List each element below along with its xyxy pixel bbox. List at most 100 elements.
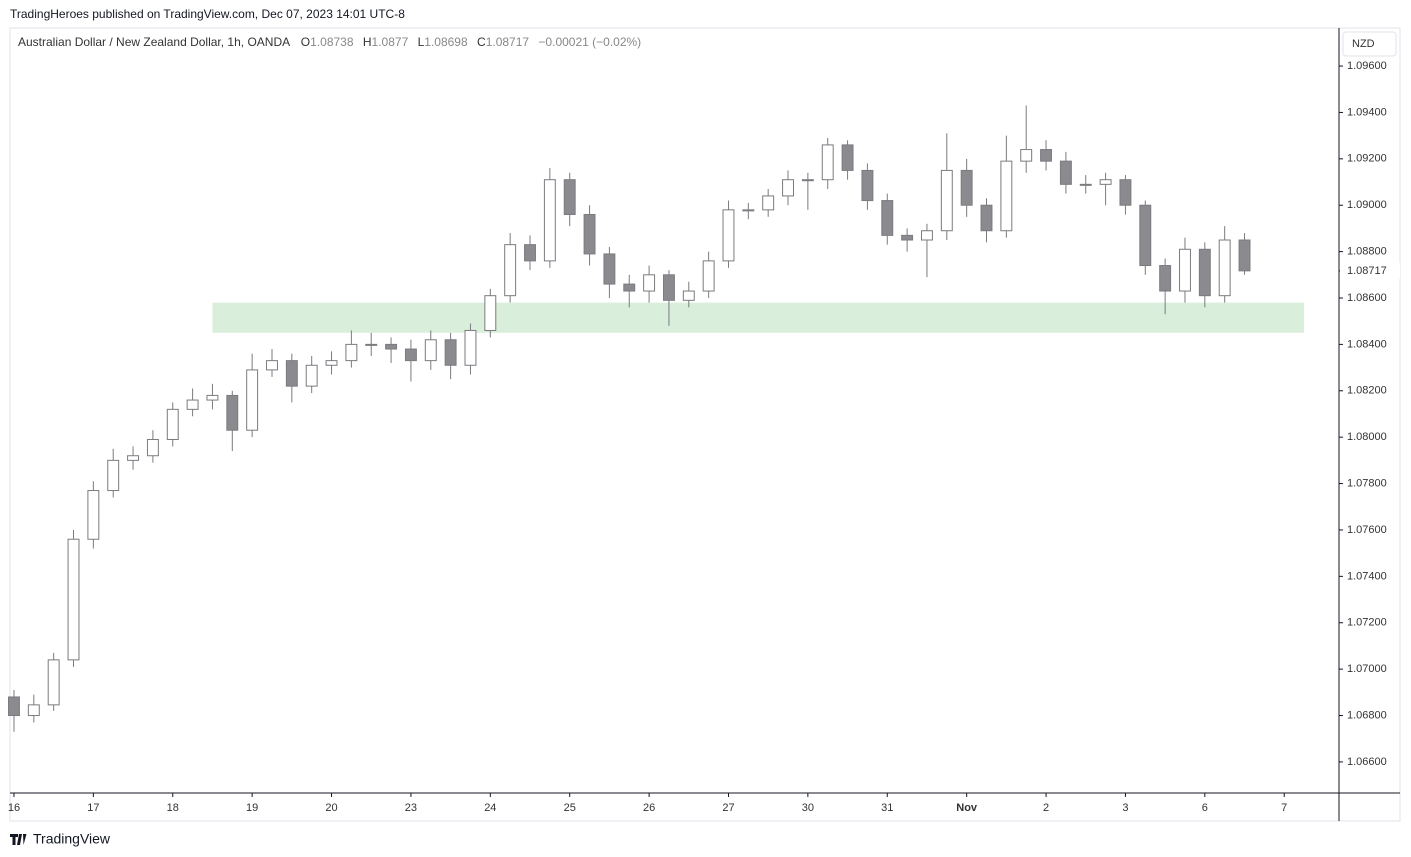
y-tick-label: 1.06800 <box>1347 709 1387 721</box>
y-tick-label: 1.07200 <box>1347 617 1387 629</box>
y-tick-label: 1.07000 <box>1347 663 1387 675</box>
candle-body <box>881 200 894 236</box>
x-tick-label: 23 <box>405 802 417 814</box>
candle-body <box>246 369 259 431</box>
candle-body <box>365 343 378 346</box>
candle-body <box>623 283 636 292</box>
candle-body <box>603 253 616 285</box>
last-price-box <box>1340 262 1400 279</box>
tradingview-logo: TradingView <box>10 831 111 847</box>
x-tick-label: 16 <box>8 802 20 814</box>
candle-body <box>563 179 576 215</box>
x-tick-label: 24 <box>484 802 496 814</box>
candle-body <box>186 399 199 410</box>
candle-body <box>543 179 556 262</box>
support-zone <box>212 302 1305 333</box>
candle-body <box>8 696 20 717</box>
y-tick-label: 1.07800 <box>1347 477 1387 489</box>
legend-c-value: 1.08717 <box>486 35 530 49</box>
y-tick-label: 1.09000 <box>1347 199 1387 211</box>
logo-mark <box>10 834 27 845</box>
candle-body <box>1179 248 1191 292</box>
candle-body <box>1059 160 1072 185</box>
x-tick-label: 6 <box>1202 802 1208 814</box>
candle-body <box>146 438 159 457</box>
candle-body <box>960 169 973 206</box>
candle-body <box>762 195 775 211</box>
candle-body <box>782 179 794 197</box>
candle-body <box>285 360 298 387</box>
x-tick-label: 27 <box>722 802 734 814</box>
currency[interactable]: NZD <box>1352 38 1375 50</box>
candle-body <box>404 348 417 362</box>
y-tick-label: 1.08800 <box>1347 246 1387 258</box>
candle-body <box>107 459 120 492</box>
y-tick-label: 1.07400 <box>1347 570 1387 582</box>
legend-h-value: 1.0877 <box>372 35 409 49</box>
candle-body <box>47 659 60 706</box>
y-tick-label: 1.09600 <box>1347 60 1387 72</box>
candle-body <box>722 209 735 262</box>
x-tick-label: 2 <box>1043 802 1049 814</box>
candle-body <box>801 179 814 182</box>
x-tick-label: 20 <box>325 802 337 814</box>
candle-body <box>504 244 517 297</box>
y-tick-label: 1.06600 <box>1347 756 1387 768</box>
x-tick-label: 17 <box>87 802 99 814</box>
candle-body <box>821 144 834 181</box>
y-tick-label: 1.08600 <box>1347 292 1387 304</box>
candle-body <box>87 490 100 540</box>
x-tick-label: 7 <box>1281 802 1287 814</box>
candle-body <box>305 364 318 387</box>
candle-body <box>1099 179 1112 185</box>
candle-body <box>1139 204 1152 267</box>
legend-change: −0.00021 (−0.02%) <box>538 35 641 49</box>
y-tick-label: 1.07600 <box>1347 524 1387 536</box>
legend-l-value: 1.08698 <box>424 35 468 49</box>
candle-body <box>1000 160 1013 232</box>
candle-body <box>980 204 993 232</box>
candle-body <box>1119 179 1132 206</box>
x-tick-label: 18 <box>167 802 179 814</box>
x-tick-label: 30 <box>802 802 814 814</box>
candle-body <box>444 339 457 366</box>
candle-body <box>524 244 536 262</box>
candle-body <box>1079 183 1092 186</box>
last-price-label: 1.08717 <box>1347 265 1387 277</box>
x-tick-label: 19 <box>246 802 258 814</box>
x-tick-label: Nov <box>956 802 978 814</box>
candle-body <box>1238 239 1251 272</box>
candle-body <box>1218 239 1231 297</box>
brand: TradingView <box>33 831 111 847</box>
candle-body <box>1020 149 1033 162</box>
candle-body <box>841 144 854 171</box>
legend-o-value: 1.08738 <box>310 35 354 49</box>
candle-body <box>166 408 179 440</box>
plot <box>8 105 1305 732</box>
y-tick-label: 1.08200 <box>1347 385 1387 397</box>
x-tick-label: 31 <box>881 802 893 814</box>
candle-body <box>424 339 437 362</box>
x-tick-label: 26 <box>643 802 655 814</box>
y-tick-label: 1.09200 <box>1347 153 1387 165</box>
candle-body <box>206 394 219 401</box>
legend-o: O <box>301 35 310 49</box>
currency-button[interactable] <box>1342 31 1397 57</box>
y-tick-label: 1.09400 <box>1347 106 1387 118</box>
candle-body <box>266 360 278 371</box>
publish-header: TradingHeroes published on TradingView.c… <box>10 7 405 21</box>
legend: Australian Dollar / New Zealand Dollar, … <box>18 35 641 49</box>
x-tick-label: 25 <box>564 802 576 814</box>
candle-body <box>1159 265 1172 292</box>
legend-h: H <box>363 35 372 49</box>
candle-body <box>901 234 914 241</box>
candle-body <box>27 704 40 717</box>
candle-body <box>464 329 477 366</box>
legend-c: C <box>477 35 486 49</box>
x-tick-label: 3 <box>1122 802 1128 814</box>
candle-body <box>1198 248 1211 297</box>
symbol-title: Australian Dollar / New Zealand Dollar, … <box>18 35 290 49</box>
candle-body <box>345 343 358 362</box>
legend-l: L <box>418 35 425 49</box>
